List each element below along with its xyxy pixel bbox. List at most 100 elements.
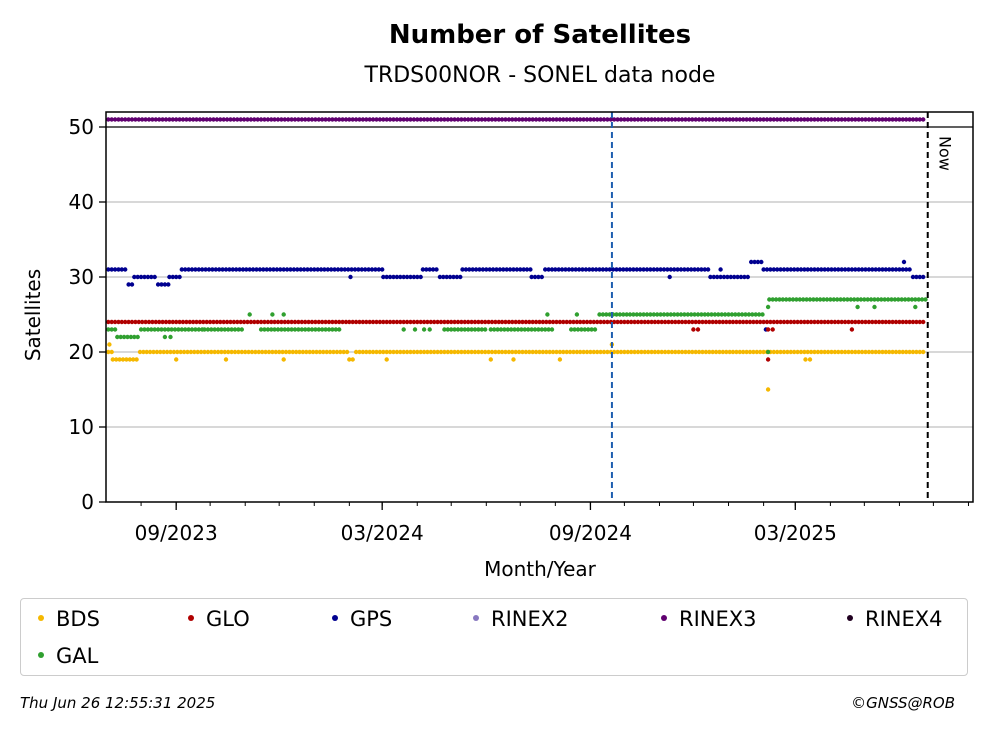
point-gps: [458, 274, 463, 280]
point-rinex3: [462, 117, 467, 122]
legend-marker: [661, 615, 667, 621]
point-bds: [690, 349, 695, 355]
point-rinex3: [785, 117, 790, 122]
point-rinex3: [143, 117, 148, 122]
point-rinex3: [679, 117, 685, 122]
point-bds: [391, 349, 396, 355]
point-bds: [803, 357, 808, 362]
point-gal: [604, 312, 609, 317]
point-gps: [836, 267, 841, 272]
point-gal: [337, 327, 342, 332]
point-bds: [209, 349, 214, 355]
point-gal: [247, 312, 252, 317]
point-rinex3: [299, 117, 304, 122]
point-gps: [484, 267, 489, 272]
point-bds: [479, 349, 484, 355]
point-gal: [320, 327, 325, 332]
point-rinex3: [421, 117, 427, 122]
point-rinex3: [211, 117, 216, 122]
point-gal: [919, 297, 925, 302]
point-gal: [505, 327, 510, 332]
point-gps: [193, 267, 198, 272]
point-bds: [842, 349, 848, 355]
point-gal: [296, 327, 301, 332]
point-bds: [625, 349, 630, 355]
point-gps: [339, 267, 344, 272]
point-bds: [849, 349, 855, 355]
point-rinex3: [316, 117, 321, 122]
point-glo: [695, 327, 701, 332]
point-rinex3: [876, 117, 882, 122]
point-gps: [759, 259, 764, 265]
point-gps: [529, 274, 534, 280]
point-gal: [118, 334, 123, 340]
point-gps: [430, 267, 436, 272]
point-bds: [212, 349, 217, 355]
point-gal: [729, 312, 735, 317]
point-gps: [576, 267, 582, 272]
point-gal: [112, 327, 118, 332]
point-gps: [356, 267, 361, 272]
point-gal: [750, 312, 755, 317]
point-bds: [812, 349, 817, 355]
point-gps: [672, 267, 677, 272]
point-gal: [617, 312, 623, 317]
point-gps: [411, 274, 417, 280]
point-rinex3: [717, 117, 722, 122]
point-rinex3: [744, 117, 749, 122]
point-bds: [747, 349, 753, 355]
point-rinex3: [218, 117, 223, 122]
point-bds: [327, 349, 333, 355]
point-gps: [812, 267, 817, 272]
point-gps: [917, 274, 922, 280]
point-gal: [675, 312, 680, 317]
point-bds: [222, 349, 227, 355]
point-gps: [387, 274, 393, 280]
point-gps: [501, 267, 506, 272]
point-rinex3: [907, 117, 912, 122]
point-gps: [135, 274, 140, 280]
point-bds: [415, 349, 420, 355]
point-glo: [770, 327, 775, 332]
point-gal: [913, 304, 918, 310]
point-gal: [125, 334, 130, 340]
point-gal: [651, 312, 656, 317]
point-rinex3: [578, 117, 583, 122]
point-gps: [179, 267, 184, 272]
point-bds: [520, 349, 525, 355]
point-bds: [131, 357, 136, 362]
point-gal: [162, 327, 168, 332]
point-gps: [528, 267, 533, 272]
point-rinex3: [581, 117, 586, 122]
point-glo: [700, 319, 705, 325]
point-gal: [492, 327, 497, 332]
point-glo: [387, 319, 393, 325]
point-rinex3: [289, 117, 294, 122]
point-bds: [883, 349, 888, 355]
point-bds: [109, 349, 114, 355]
point-glo: [659, 319, 664, 325]
point-rinex3: [554, 117, 559, 122]
point-bds: [876, 349, 882, 355]
point-bds: [185, 349, 190, 355]
point-gps: [244, 267, 249, 272]
point-gps: [325, 267, 330, 272]
point-bds: [632, 349, 637, 355]
point-glo: [204, 319, 209, 325]
point-bds: [880, 349, 885, 355]
point-glo: [316, 319, 321, 325]
point-glo: [194, 319, 199, 325]
point-bds: [110, 357, 116, 362]
point-bds: [598, 349, 603, 355]
point-rinex3: [177, 117, 182, 122]
point-glo: [907, 319, 912, 325]
point-glo: [625, 319, 630, 325]
point-gal: [634, 312, 639, 317]
point-gps: [597, 267, 602, 272]
point-glo: [357, 319, 362, 325]
point-gps: [138, 274, 144, 280]
point-rinex3: [897, 117, 902, 122]
point-rinex3: [904, 117, 909, 122]
point-gal: [814, 297, 819, 302]
point-gal: [790, 297, 796, 302]
